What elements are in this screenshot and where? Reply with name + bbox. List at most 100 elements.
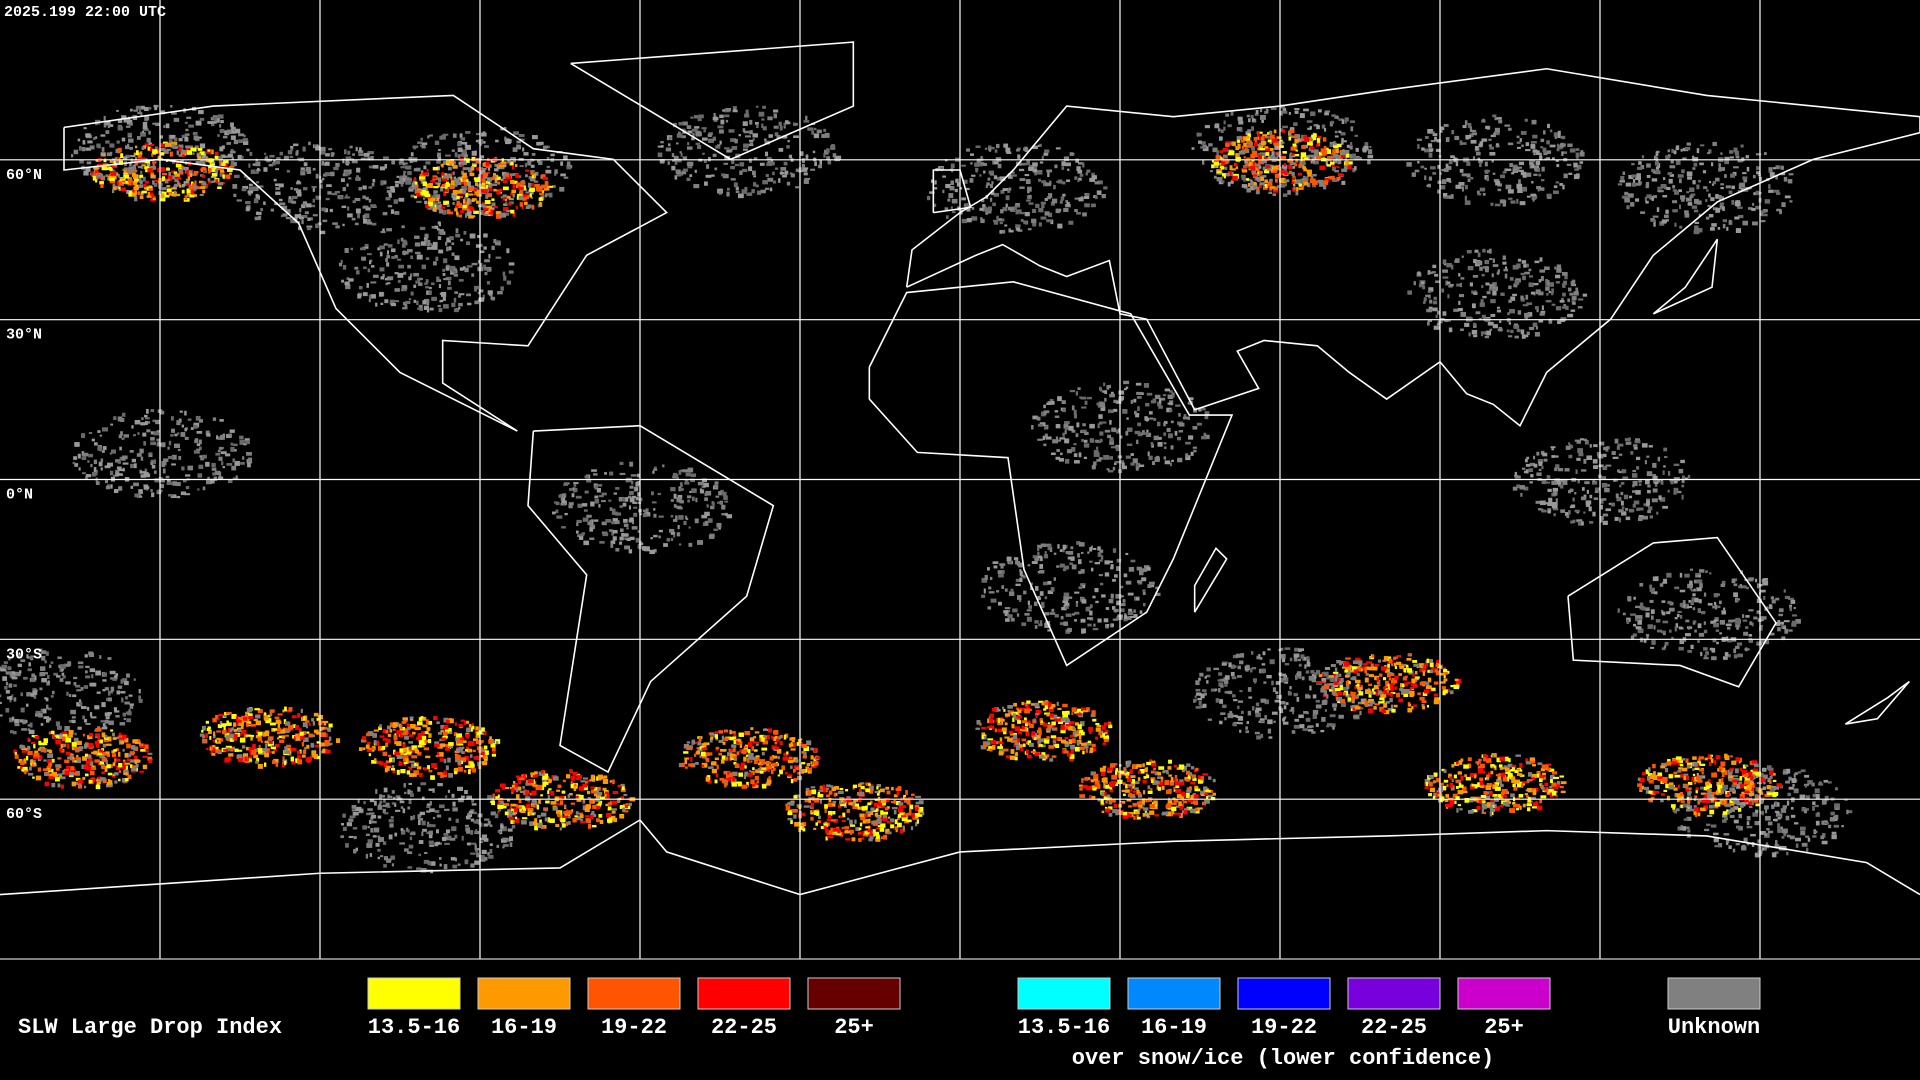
cloud-pixel bbox=[1313, 672, 1318, 676]
cloud-pixel bbox=[1239, 729, 1242, 733]
cloud-pixel bbox=[397, 279, 401, 283]
cloud-pixel bbox=[1755, 578, 1758, 583]
cloud-pixel bbox=[1420, 165, 1425, 169]
cloud-pixel bbox=[1271, 151, 1275, 156]
cloud-pixel bbox=[303, 162, 308, 167]
cloud-pixel bbox=[722, 109, 725, 112]
cloud-pixel bbox=[1356, 673, 1360, 677]
cloud-pixel bbox=[480, 155, 485, 159]
cloud-pixel bbox=[271, 162, 276, 166]
cloud-pixel bbox=[1023, 162, 1030, 166]
cloud-pixel bbox=[79, 159, 84, 164]
cloud-pixel bbox=[122, 678, 128, 683]
cloud-pixel bbox=[1204, 414, 1209, 420]
cloud-pixel bbox=[198, 439, 202, 445]
cloud-pixel bbox=[1478, 160, 1483, 164]
cloud-pixel bbox=[1697, 623, 1702, 629]
cloud-pixel bbox=[621, 532, 624, 537]
cloud-pixel bbox=[1663, 465, 1666, 468]
cloud-pixel bbox=[1107, 434, 1112, 439]
cloud-pixel bbox=[1718, 196, 1725, 201]
cloud-pixel bbox=[85, 474, 92, 478]
cloud-pixel bbox=[128, 709, 131, 713]
cloud-pixel bbox=[232, 449, 237, 452]
cloud-pixel bbox=[1664, 456, 1668, 459]
cloud-pixel bbox=[65, 681, 71, 685]
cloud-pixel bbox=[296, 180, 300, 184]
cloud-pixel bbox=[115, 469, 120, 475]
cloud-pixel bbox=[677, 494, 683, 500]
cloud-pixel bbox=[139, 110, 142, 113]
cloud-pixel bbox=[1413, 281, 1416, 286]
cloud-pixel bbox=[1653, 475, 1658, 480]
cloud-pixel bbox=[944, 207, 949, 210]
cloud-pixel bbox=[1336, 659, 1342, 664]
cloud-pixel bbox=[1719, 619, 1726, 625]
cloud-pixel bbox=[563, 482, 570, 485]
cloud-pixel bbox=[1087, 551, 1090, 554]
cloud-pixel bbox=[1661, 219, 1667, 224]
cloud-pixel bbox=[1192, 446, 1197, 449]
cloud-pixel bbox=[744, 186, 748, 191]
cloud-pixel bbox=[624, 497, 629, 502]
cloud-pixel bbox=[474, 844, 477, 849]
cloud-pixel bbox=[483, 212, 486, 216]
cloud-pixel bbox=[1044, 551, 1047, 556]
cloud-pixel bbox=[942, 189, 945, 194]
cloud-pixel bbox=[1078, 570, 1082, 575]
cloud-pixel bbox=[687, 142, 690, 146]
cloud-pixel bbox=[1103, 618, 1109, 623]
cloud-pixel bbox=[1109, 420, 1112, 425]
cloud-pixel bbox=[1586, 455, 1593, 461]
cloud-pixel bbox=[319, 146, 326, 152]
cloud-pixel bbox=[45, 719, 50, 723]
cloud-pixel bbox=[1004, 607, 1011, 610]
cloud-pixel bbox=[1561, 151, 1564, 156]
cloud-pixel bbox=[975, 167, 979, 171]
cloud-pixel bbox=[1675, 623, 1679, 628]
cloud-pixel bbox=[470, 863, 475, 868]
cloud-pixel bbox=[1722, 206, 1725, 211]
cloud-pixel bbox=[451, 793, 455, 798]
cloud-pixel bbox=[1158, 398, 1162, 404]
cloud-pixel bbox=[1002, 188, 1009, 191]
cloud-pixel bbox=[1065, 613, 1072, 617]
cloud-pixel bbox=[407, 171, 412, 176]
cloud-pixel bbox=[1197, 697, 1203, 701]
cloud-pixel bbox=[380, 180, 384, 186]
cloud-pixel bbox=[1672, 189, 1678, 192]
cloud-pixel bbox=[64, 725, 70, 731]
cloud-pixel bbox=[458, 293, 465, 296]
cloud-pixel bbox=[122, 467, 125, 472]
cloud-pixel bbox=[685, 515, 688, 520]
cloud-pixel bbox=[75, 684, 81, 688]
cloud-pixel bbox=[1136, 439, 1139, 445]
cloud-pixel bbox=[1277, 173, 1282, 177]
cloud-pixel bbox=[1279, 708, 1284, 714]
cloud-pixel bbox=[1490, 313, 1496, 317]
cloud-pixel bbox=[408, 790, 413, 793]
cloud-pixel bbox=[1555, 455, 1559, 458]
cloud-pixel bbox=[1298, 658, 1301, 662]
cloud-pixel bbox=[401, 178, 406, 183]
cloud-pixel bbox=[1748, 577, 1754, 582]
cloud-pixel bbox=[690, 116, 694, 119]
cloud-pixel bbox=[422, 187, 428, 190]
cloud-pixel bbox=[168, 171, 171, 177]
cloud-pixel bbox=[718, 129, 724, 134]
cloud-pixel bbox=[116, 140, 120, 144]
cloud-pixel bbox=[1261, 663, 1266, 666]
cloud-pixel bbox=[17, 663, 22, 668]
cloud-pixel bbox=[637, 501, 642, 504]
cloud-pixel bbox=[1812, 805, 1815, 811]
cloud-pixel bbox=[428, 788, 435, 791]
cloud-pixel bbox=[500, 838, 507, 843]
cloud-pixel bbox=[1083, 195, 1090, 200]
cloud-pixel bbox=[1044, 198, 1048, 201]
cloud-pixel bbox=[1111, 606, 1116, 610]
cloud-pixel bbox=[386, 250, 390, 255]
cloud-pixel bbox=[1790, 599, 1796, 604]
cloud-pixel bbox=[297, 191, 302, 197]
cloud-pixel bbox=[1366, 700, 1370, 704]
cloud-pixel bbox=[436, 166, 441, 171]
